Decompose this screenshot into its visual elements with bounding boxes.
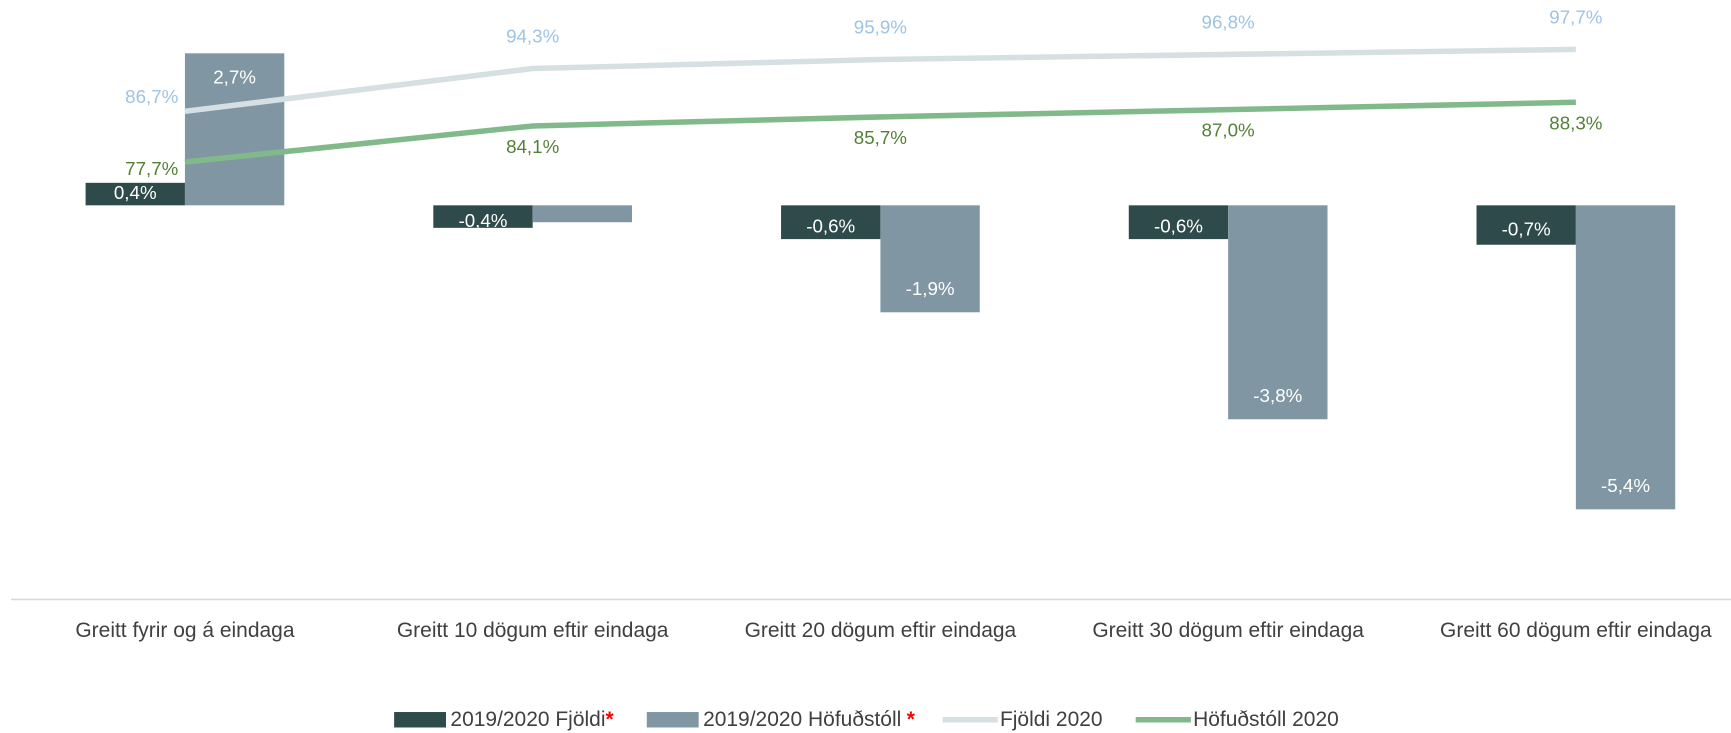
bar: [433, 205, 533, 228]
data-label: -0,4%: [459, 210, 508, 231]
bar: [1476, 205, 1576, 245]
data-label: 0,4%: [114, 182, 157, 203]
data-label: 97,7%: [1549, 6, 1602, 27]
data-label: -0,7%: [1502, 219, 1551, 240]
legend-label: 2019/2020 Höfuðstóll *: [703, 707, 916, 730]
line: [184, 99, 1576, 165]
legend-name: Fjöldi 2020: [1000, 707, 1103, 730]
bar: [1575, 205, 1676, 510]
legend-name: Höfuðstóll 2020: [1193, 707, 1339, 730]
x-tick-label: Greitt 30 dögum eftir eindaga: [1092, 619, 1364, 642]
bar: [880, 205, 980, 313]
data-label: 95,9%: [854, 17, 907, 38]
legend-note: *: [605, 707, 614, 730]
data-label: 96,8%: [1202, 11, 1255, 32]
data-label: 85,7%: [854, 127, 907, 148]
x-tick-label: Greitt 60 dögum eftir eindaga: [1440, 619, 1712, 642]
x-tick-label: Greitt 20 dögum eftir eindaga: [745, 619, 1017, 642]
bar: [532, 205, 633, 223]
data-label: -0,6%: [1154, 216, 1203, 237]
bar: [85, 182, 185, 206]
data-label: 86,7%: [125, 86, 178, 107]
x-tick-label: Greitt 10 dögum eftir eindaga: [397, 619, 669, 642]
legend-label: 2019/2020 Fjöldi*: [450, 707, 614, 730]
bar: [184, 53, 285, 206]
legend-swatch: [646, 712, 699, 728]
data-label: -5,4%: [1601, 475, 1650, 496]
legend-label: Fjöldi 2020: [1000, 707, 1103, 730]
bar: [1228, 205, 1328, 420]
bar: [781, 205, 881, 240]
data-label: 2,7%: [213, 67, 256, 88]
data-label: -3,8%: [1253, 385, 1302, 406]
data-label: 84,1%: [506, 136, 559, 157]
bar: [1128, 205, 1229, 240]
data-label: 88,3%: [1549, 112, 1602, 133]
data-label: -0,6%: [806, 216, 855, 237]
data-label: -1,9%: [906, 278, 955, 299]
data-label: 94,3%: [506, 26, 559, 47]
legend-label: Höfuðstóll 2020: [1193, 707, 1339, 730]
line: [184, 46, 1576, 115]
data-label: 87,0%: [1202, 120, 1255, 141]
legend-name: 2019/2020 Fjöldi: [450, 707, 605, 730]
legend-swatch: [394, 712, 447, 728]
legend-note: *: [907, 707, 916, 730]
legend-name: 2019/2020 Höfuðstóll: [703, 707, 901, 730]
x-tick-label: Greitt fyrir og á eindaga: [75, 619, 294, 642]
data-label: 77,7%: [125, 158, 178, 179]
